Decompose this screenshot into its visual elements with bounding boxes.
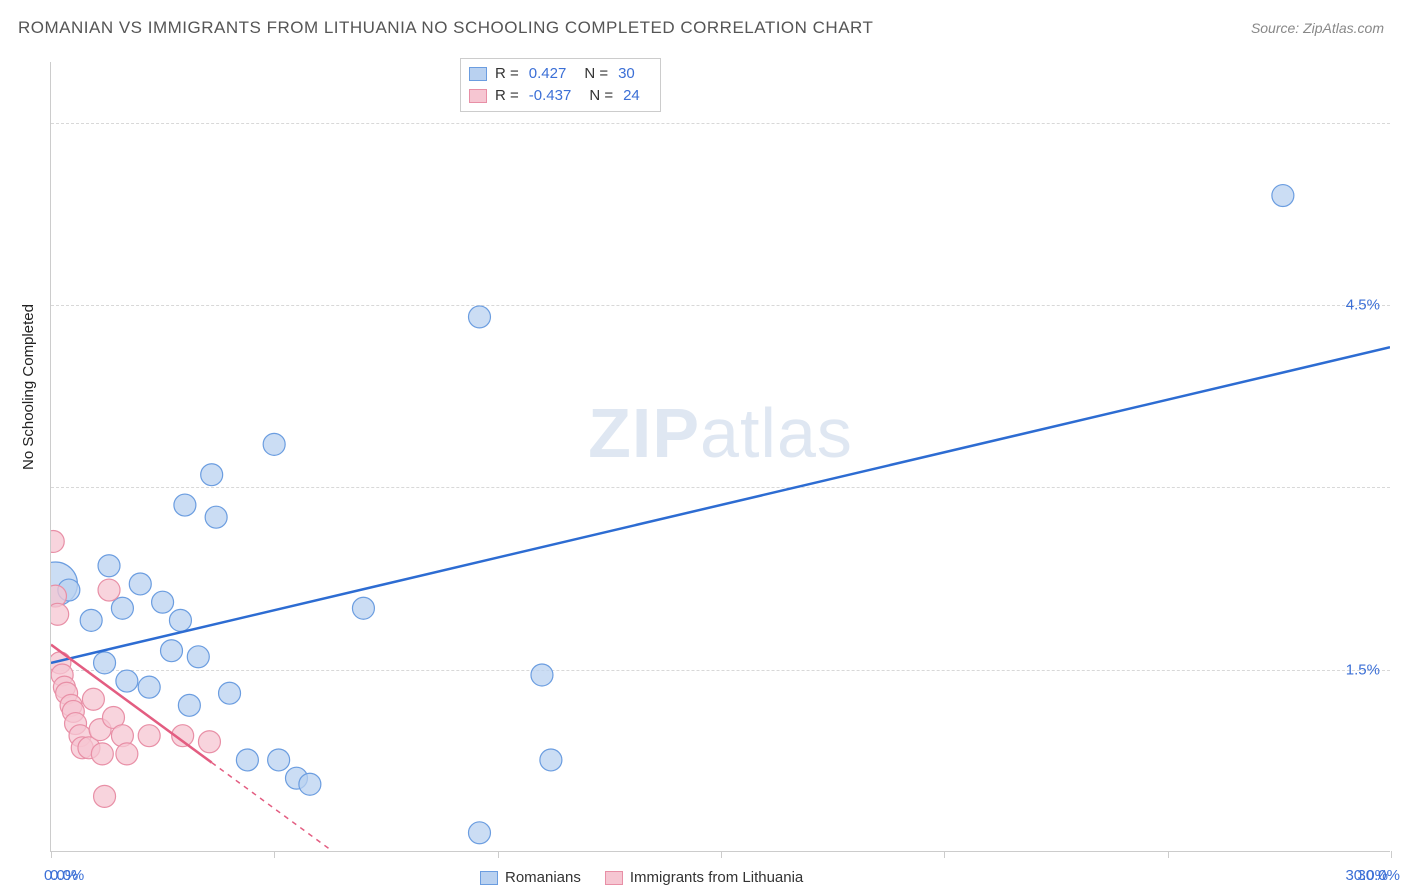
data-point [98, 555, 120, 577]
data-point [98, 579, 120, 601]
data-point [116, 743, 138, 765]
data-point [138, 725, 160, 747]
plot-svg [51, 62, 1390, 851]
legend-r-label: R = [495, 85, 519, 107]
data-point [116, 670, 138, 692]
data-point [111, 597, 133, 619]
data-point [1272, 185, 1294, 207]
data-point [540, 749, 562, 771]
x-tick-mark [1168, 851, 1169, 858]
data-point [94, 785, 116, 807]
data-point [82, 688, 104, 710]
legend-series-item: Romanians [480, 869, 581, 886]
legend-stats: R =0.427N =30R =-0.437N =24 [460, 58, 661, 112]
legend-r-value: -0.437 [529, 85, 572, 107]
legend-series-label: Romanians [505, 869, 581, 886]
data-point [198, 731, 220, 753]
data-point [531, 664, 553, 686]
x-tick-mark [944, 851, 945, 858]
data-point [51, 530, 64, 552]
legend-swatch [469, 67, 487, 81]
data-point [236, 749, 258, 771]
data-point [219, 682, 241, 704]
data-point [187, 646, 209, 668]
data-point [468, 306, 490, 328]
data-point [91, 743, 113, 765]
legend-stats-row: R = 0.427 N = 30 [469, 63, 650, 85]
x-tick-label: 0.0% [44, 867, 78, 884]
data-point [129, 573, 151, 595]
x-tick-mark [498, 851, 499, 858]
legend-series: Romanians Immigrants from Lithuania [480, 869, 803, 886]
data-point [263, 433, 285, 455]
x-tick-mark [51, 851, 52, 858]
legend-n-value: 24 [623, 85, 640, 107]
data-point [201, 464, 223, 486]
data-point [80, 609, 102, 631]
data-point [268, 749, 290, 771]
legend-series-item: Immigrants from Lithuania [605, 869, 803, 886]
data-point [51, 603, 69, 625]
x-tick-mark [1391, 851, 1392, 858]
legend-r-value: 0.427 [529, 63, 567, 85]
legend-stats-row: R = -0.437 N = 24 [469, 85, 650, 107]
legend-n-label: N = [584, 63, 608, 85]
legend-swatch [469, 89, 487, 103]
data-point [169, 609, 191, 631]
data-point [138, 676, 160, 698]
x-tick-mark [721, 851, 722, 858]
x-tick-label: 30.0% [1345, 867, 1388, 884]
data-point [352, 597, 374, 619]
legend-series-label: Immigrants from Lithuania [630, 869, 803, 886]
data-point [94, 652, 116, 674]
x-tick-mark [274, 851, 275, 858]
data-point [178, 694, 200, 716]
plot-area: ZIPatlas 1.5%4.5% [50, 62, 1390, 852]
legend-swatch [605, 871, 623, 885]
legend-n-label: N = [589, 85, 613, 107]
chart-title: ROMANIAN VS IMMIGRANTS FROM LITHUANIA NO… [18, 18, 873, 38]
legend-swatch [480, 871, 498, 885]
y-axis-label: No Schooling Completed [20, 304, 37, 470]
source-attribution: Source: ZipAtlas.com [1251, 20, 1384, 36]
data-point [174, 494, 196, 516]
trendline [51, 347, 1390, 663]
legend-r-label: R = [495, 63, 519, 85]
legend-n-value: 30 [618, 63, 635, 85]
data-point [468, 822, 490, 844]
data-point [299, 773, 321, 795]
data-point [152, 591, 174, 613]
chart-container: ROMANIAN VS IMMIGRANTS FROM LITHUANIA NO… [0, 0, 1406, 892]
data-point [161, 640, 183, 662]
data-point [205, 506, 227, 528]
